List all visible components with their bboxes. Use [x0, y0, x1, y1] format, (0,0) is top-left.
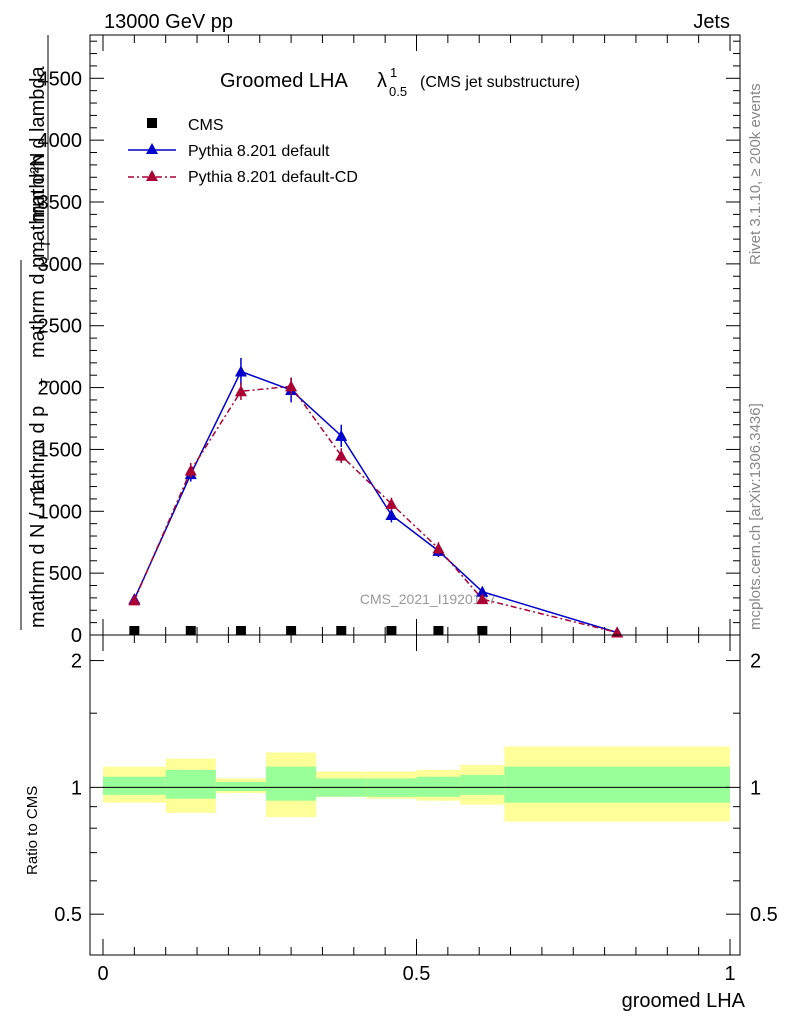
series-point-2	[432, 542, 445, 554]
main-y-tick-label: 2000	[38, 378, 83, 400]
main-ylabel: mathrm d²N 1 mathrm d N / mathrm d p T m…	[20, 35, 53, 630]
title-sub: 0.5	[389, 84, 407, 99]
series-point-2	[285, 380, 298, 392]
main-y-ticks: 0 500 1000 1500 2000 2500 3000 3500 4000 4500	[38, 40, 740, 647]
ratio-y-tick-label-right: 1	[750, 777, 761, 799]
main-y-tick-label: 3500	[38, 192, 83, 214]
legend-item-cms: CMS	[147, 117, 224, 134]
ratio-ylabel: Ratio to CMS	[24, 786, 41, 875]
series-point-2	[128, 594, 141, 606]
series-point-1	[476, 585, 489, 597]
ratio-inner-band	[416, 776, 461, 797]
ylabel-den-b: T	[38, 378, 53, 386]
ratio-bands	[103, 746, 730, 822]
ratio-inner-band	[165, 769, 216, 799]
series-point-2	[184, 464, 197, 476]
main-y-tick-label: 1000	[38, 501, 83, 523]
legend-pythia-cd-marker	[146, 170, 158, 181]
main-y-tick-label: 500	[49, 563, 82, 585]
ratio-inner-band	[460, 774, 505, 795]
ylabel-numerator: mathrm d²N	[27, 152, 49, 258]
cms-data-point	[185, 626, 196, 635]
legend-item-pythia-default: Pythia 8.201 default	[128, 143, 330, 160]
x-axis-label: groomed LHA	[622, 990, 746, 1012]
title-sup: 1	[390, 65, 397, 80]
series-point-1	[234, 365, 247, 377]
ratio-inner-band	[266, 766, 317, 801]
ylabel-top-b: mathrm d p	[27, 257, 49, 358]
main-y-tick-label: 4000	[38, 130, 83, 152]
watermark: CMS_2021_I1920187	[360, 591, 496, 607]
series-point-1	[385, 509, 398, 520]
series-point-1	[335, 429, 348, 441]
cms-data-point	[386, 626, 397, 635]
ratio-y-tick-label: 1	[71, 777, 82, 799]
main-title: Groomed LHA λ 1 0.5 (CMS jet substructur…	[220, 65, 580, 99]
ratio-y-tick-label-right: 2	[750, 651, 761, 673]
series-point-2	[335, 449, 348, 461]
header-left: 13000 GeV pp	[104, 11, 233, 33]
cms-data-point	[129, 626, 140, 635]
ratio-frame	[89, 634, 741, 956]
main-panel: 0 500 1000 1500 2000 2500 3000 3500 4000 4500 CMS…	[38, 34, 741, 647]
legend-cms-marker	[147, 118, 157, 128]
cms-data-point	[235, 626, 246, 635]
cms-data-point	[477, 626, 488, 635]
cms-data-point	[286, 626, 297, 635]
main-y-tick-label: 4500	[38, 68, 83, 90]
rivet-label: Rivet 3.1.10, ≥ 200k events	[747, 83, 764, 265]
series-point-2	[476, 593, 489, 605]
x-tick-label: 0.5	[403, 963, 431, 985]
main-x-ticks	[102, 35, 731, 635]
title-lambda: λ	[377, 70, 387, 92]
x-tick-label: 0	[97, 963, 108, 985]
title-main: Groomed LHA	[220, 70, 348, 92]
x-tick-label: 1	[724, 963, 735, 985]
main-y-tick-label: 1500	[38, 439, 83, 461]
ylabel-den-a: mathrm d N / mathrm d p	[27, 406, 49, 628]
series-point-2	[385, 497, 398, 509]
ratio-inner-band	[215, 781, 267, 792]
ylabel-top-c: T	[38, 240, 53, 248]
legend: CMS Pythia 8.201 default Pythia 8.201 de…	[128, 117, 358, 186]
ratio-y-ticks: 0.5 0.5 1 1 2 2	[54, 651, 778, 927]
ratio-x-ticks: 0 0.5 1	[97, 635, 736, 985]
main-y-tick-label: 2500	[38, 316, 83, 338]
ratio-inner-band	[103, 776, 166, 795]
legend-cms-label: CMS	[188, 117, 224, 134]
ratio-inner-band	[504, 766, 730, 803]
ratio-panel: 0.5 0.51 12 2 0 0.5 1	[54, 634, 778, 985]
cms-data-point	[433, 626, 444, 635]
cms-data-point	[336, 626, 347, 635]
legend-pythia-cd-label: Pythia 8.201 default-CD	[188, 169, 358, 186]
legend-pythia-default-marker	[146, 143, 158, 154]
ratio-y-tick-label: 0.5	[54, 904, 82, 926]
legend-item-pythia-cd: Pythia 8.201 default-CD	[128, 169, 358, 186]
main-y-tick-label: 3000	[38, 254, 83, 276]
ratio-y-tick-label-right: 0.5	[750, 904, 778, 926]
title-suffix: (CMS jet substructure)	[420, 74, 580, 91]
legend-pythia-default-label: Pythia 8.201 default	[188, 143, 330, 160]
mcplots-label: mcplots.cern.ch [arXiv:1306.3436]	[747, 403, 764, 630]
main-y-tick-label: 0	[71, 625, 82, 647]
ylabel-one: 1	[27, 484, 49, 495]
ylabel-top-d: mathrm d lambda	[27, 66, 49, 222]
header-right: Jets	[693, 11, 730, 33]
ratio-y-tick-label: 2	[71, 651, 82, 673]
series-line-2	[133, 385, 618, 634]
series-point-2	[234, 385, 247, 397]
